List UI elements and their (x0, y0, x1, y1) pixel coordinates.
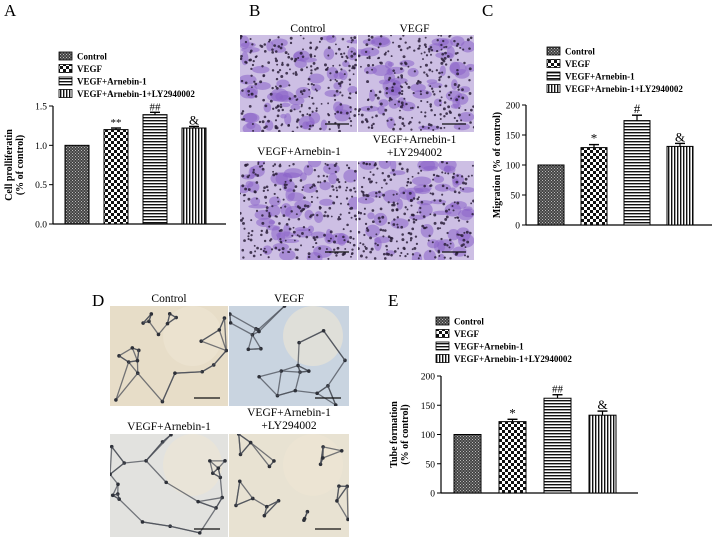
legend-label-c-3: VEGF+Arnebin-1+LY2940002 (565, 84, 683, 94)
significance-a-3: & (189, 112, 199, 127)
chart-c: Control VEGF VEGF+Arnebin-1 VEGF+Arnebin-1+… (492, 46, 712, 232)
significance-e-2: ## (552, 384, 564, 396)
y-tick-label-c-4: 200 (506, 102, 521, 112)
legend-a: Control VEGF VEGF+Arnebin-1 VEGF+Arnebin-1+… (58, 51, 195, 99)
b-title-control: Control (290, 23, 326, 35)
chart-a: Control VEGF VEGF+Arnebin-1 VEGF+Arnebin-1+… (4, 51, 226, 231)
y-tick-label-a-0: 0.0 (35, 221, 47, 231)
bar-a-1 (103, 129, 129, 225)
legend-swatch-e-2 (435, 341, 450, 351)
b-title-ly-line2: +LY294002 (386, 147, 443, 159)
legend-label-e-2: VEGF+Arnebin-1 (454, 342, 524, 352)
legend-e: Control VEGF VEGF+Arnebin-1 VEGF+Arnebin-1+… (435, 316, 572, 364)
legend-swatch-a-0 (58, 51, 73, 61)
legend-swatch-a-2 (58, 76, 73, 86)
legend-label-a-3: VEGF+Arnebin-1+LY2940002 (77, 89, 195, 99)
y-tick-label-e-0: 0 (430, 490, 435, 500)
b-photo-control (240, 35, 357, 132)
d-photo-vegf (229, 306, 349, 406)
y-axis-label-a-0: Cell prolliferatin (4, 129, 15, 201)
significance-a-2: ## (150, 101, 162, 113)
y-tick-label-a-2: 1.0 (35, 142, 47, 152)
significance-e-1: * (509, 405, 516, 420)
legend-swatch-a-3 (58, 89, 73, 98)
significance-c-3: & (675, 129, 685, 144)
chart-e: Control VEGF VEGF+Arnebin-1 VEGF+Arnebin-1+… (389, 316, 638, 500)
legend-swatch-c-1 (546, 59, 561, 68)
y-tick-label-e-4: 200 (421, 373, 436, 383)
bar-c-1 (580, 147, 608, 226)
legend-c: Control VEGF VEGF+Arnebin-1 VEGF+Arnebin-1+… (546, 46, 683, 94)
legend-label-c-0: Control (565, 47, 595, 57)
d-photo-ly (229, 434, 349, 537)
legend-swatch-c-2 (546, 71, 561, 81)
bar-a-0 (64, 144, 90, 225)
significance-e-3: & (597, 397, 607, 412)
legend-label-a-0: Control (77, 52, 107, 62)
panel-label-c: C (482, 1, 494, 20)
y-tick-label-a-1: 0.5 (35, 181, 47, 191)
d-title-control: Control (151, 293, 187, 305)
significance-c-1: * (591, 131, 598, 146)
b-title-vegf: VEGF (399, 23, 430, 35)
legend-swatch-c-3 (546, 84, 561, 93)
y-tick-label-e-3: 150 (421, 402, 436, 412)
d-photo-arnebin (110, 434, 228, 537)
bar-c-0 (537, 164, 565, 226)
legend-label-c-2: VEGF+Arnebin-1 (565, 72, 635, 82)
legend-label-a-1: VEGF (77, 64, 103, 74)
y-axis-label-e-1: (% of control) (400, 404, 411, 464)
bar-e-2 (543, 397, 572, 494)
significance-a-1: ** (111, 117, 122, 129)
panel-label-d: D (92, 291, 105, 310)
y-axis-label-e-0: Tube formation (389, 401, 400, 468)
y-tick-label-c-2: 100 (506, 162, 521, 172)
bar-a-2 (142, 114, 168, 225)
y-tick-label-c-1: 50 (511, 192, 521, 202)
b-photo-arnebin (240, 161, 357, 260)
legend-swatch-a-1 (58, 64, 73, 73)
bar-e-1 (498, 421, 527, 494)
y-tick-label-c-3: 150 (506, 132, 521, 142)
legend-label-e-0: Control (454, 317, 484, 327)
legend-swatch-c-0 (546, 46, 561, 56)
legend-swatch-e-0 (435, 316, 450, 326)
y-tick-label-e-2: 100 (421, 431, 436, 441)
y-tick-label-a-3: 1.5 (35, 103, 47, 113)
legend-label-a-2: VEGF+Arnebin-1 (77, 77, 147, 87)
legend-label-c-1: VEGF (565, 59, 591, 69)
b-title-arnebin: VEGF+Arnebin-1 (257, 146, 341, 158)
d-title-ly-line1: VEGF+Arnebin-1 (247, 407, 331, 419)
y-tick-label-c-0: 0 (515, 222, 520, 232)
panel-label-a: A (4, 1, 17, 20)
y-tick-label-e-1: 50 (426, 460, 436, 470)
b-photo-vegf (358, 35, 474, 132)
legend-swatch-e-1 (435, 329, 450, 338)
bar-e-3 (588, 414, 617, 494)
panel-label-e: E (388, 291, 399, 310)
bar-a-3 (181, 127, 207, 225)
d-title-vegf: VEGF (273, 293, 305, 305)
legend-swatch-e-3 (435, 354, 450, 363)
b-title-ly-line1: VEGF+Arnebin-1 (372, 134, 457, 146)
d-photo-control (110, 306, 228, 406)
significance-c-2: # (634, 101, 641, 116)
y-axis-label-a-1: (% of control) (15, 135, 26, 195)
legend-label-e-3: VEGF+Arnebin-1+LY2940002 (454, 354, 572, 364)
y-axis-label-c-0: Migration (% of control) (492, 112, 503, 218)
legend-label-e-1: VEGF (454, 329, 480, 339)
bar-e-0 (453, 434, 482, 494)
panel-label-b: B (249, 1, 261, 20)
d-title-arnebin: VEGF+Arnebin-1 (127, 421, 211, 433)
b-photo-ly (358, 161, 474, 260)
bar-c-2 (623, 120, 651, 226)
d-title-ly-line2: +LY294002 (261, 420, 317, 432)
bar-c-3 (666, 145, 694, 226)
